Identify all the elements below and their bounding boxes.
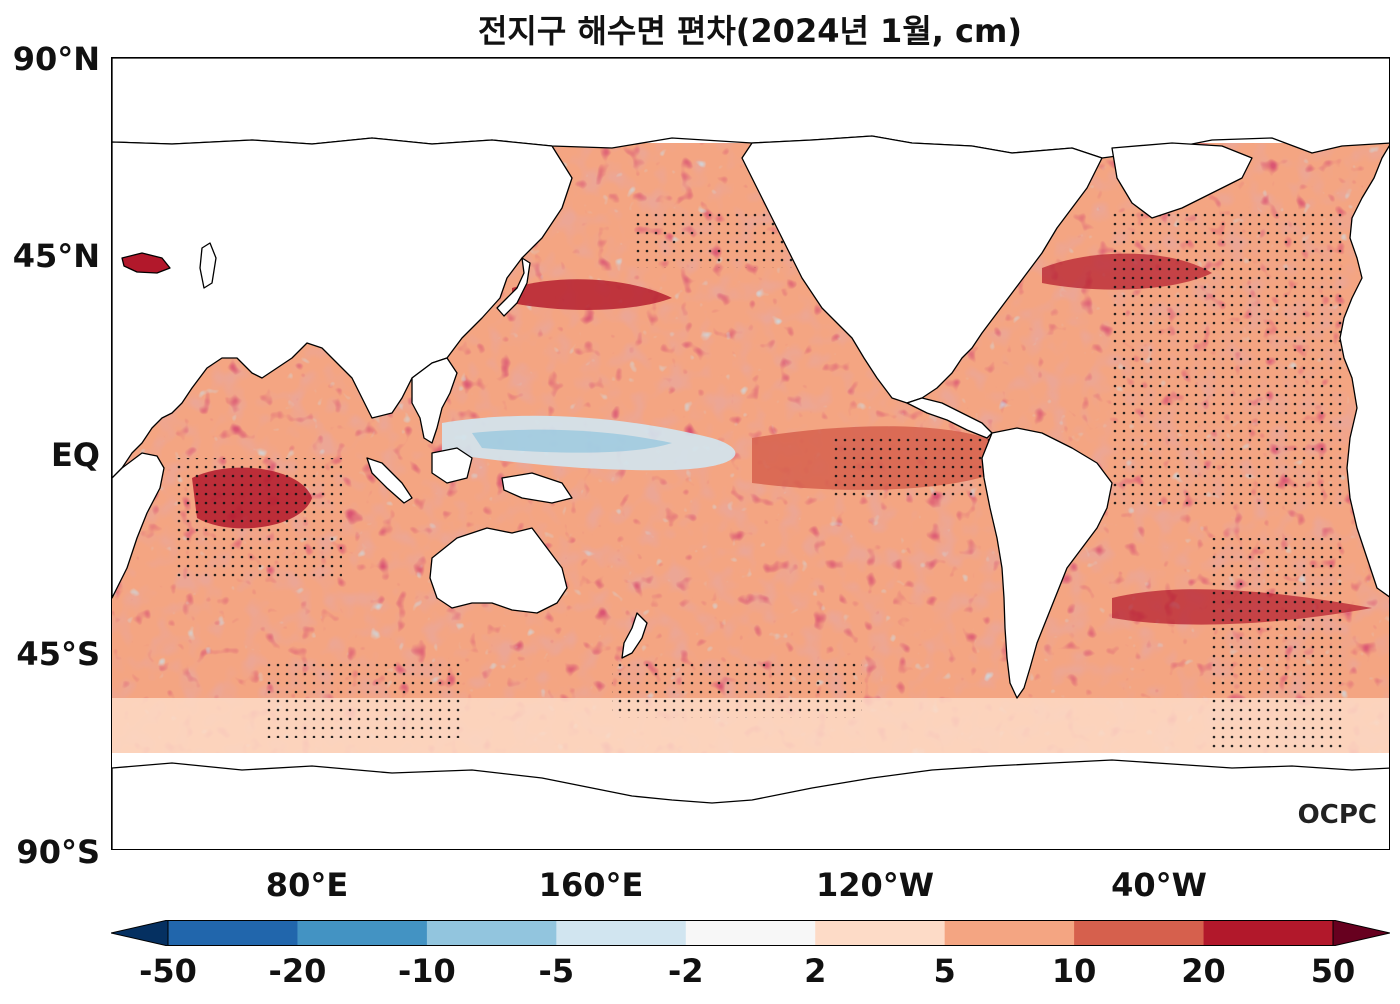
colorbar-tick-label: -50 xyxy=(139,952,197,990)
colorbar-tick-label: 20 xyxy=(1181,952,1226,990)
lon-label-160e: 160°E xyxy=(538,866,644,904)
colorbar-segment xyxy=(556,920,687,946)
south-america xyxy=(981,427,1113,699)
caspian-sea xyxy=(199,242,217,289)
lon-label-80e: 80°E xyxy=(265,866,349,904)
africa-horn xyxy=(112,452,165,599)
lat-label-45s: 45°S xyxy=(16,635,100,673)
colorbar-tick-label: 5 xyxy=(933,952,956,990)
australia xyxy=(429,527,568,614)
europe-africa-east xyxy=(1339,145,1389,598)
map-title: 전지구 해수면 편차(2024년 1월, cm) xyxy=(477,12,1022,50)
colorbar-tick-label: 50 xyxy=(1310,952,1356,990)
lat-label-45n: 45°N xyxy=(12,237,100,275)
colorbar xyxy=(111,920,1390,946)
lat-label-90n: 90°N xyxy=(12,40,100,78)
japan xyxy=(496,257,531,317)
colorbar-segment xyxy=(815,920,946,946)
ocpc-logo: OCPC xyxy=(1298,800,1377,830)
sea-level-anomaly-map: OCPC xyxy=(112,58,1389,849)
borneo xyxy=(431,447,473,484)
sumatra xyxy=(366,457,413,504)
southeast-asia xyxy=(411,357,458,444)
eurasia-africa xyxy=(112,137,573,479)
significance-stippling xyxy=(172,208,1342,748)
colorbar-tick-label: -20 xyxy=(268,952,327,990)
colorbar-segment xyxy=(1074,920,1205,946)
north-america xyxy=(741,135,1103,404)
colorbar-extend-low xyxy=(111,920,169,946)
lon-label-40w: 40°W xyxy=(1111,866,1207,904)
new-zealand xyxy=(621,612,648,659)
colorbar-tick-label: 10 xyxy=(1051,952,1097,990)
colorbar-segment xyxy=(944,920,1075,946)
colorbar-tick-label: 2 xyxy=(804,952,827,990)
greenland xyxy=(1111,142,1253,219)
colorbar-segment xyxy=(685,920,816,946)
lat-label-90s: 90°S xyxy=(16,833,100,871)
new-guinea xyxy=(501,472,573,504)
lat-label-eq: EQ xyxy=(50,436,100,474)
map-frame: OCPC xyxy=(111,57,1390,850)
colorbar-extend-high xyxy=(1332,920,1390,946)
black-sea xyxy=(121,252,171,274)
land-masses xyxy=(112,58,1389,849)
lon-label-120w: 120°W xyxy=(815,866,935,904)
colorbar-tick-label: -2 xyxy=(667,952,704,990)
colorbar-segment xyxy=(297,920,428,946)
colorbar-tick-label: -10 xyxy=(397,952,456,990)
colorbar-segment xyxy=(1203,920,1334,946)
colorbar-tick-label: -5 xyxy=(538,952,575,990)
antarctica xyxy=(112,759,1389,849)
colorbar-segment xyxy=(426,920,557,946)
colorbar-segment xyxy=(168,920,298,946)
